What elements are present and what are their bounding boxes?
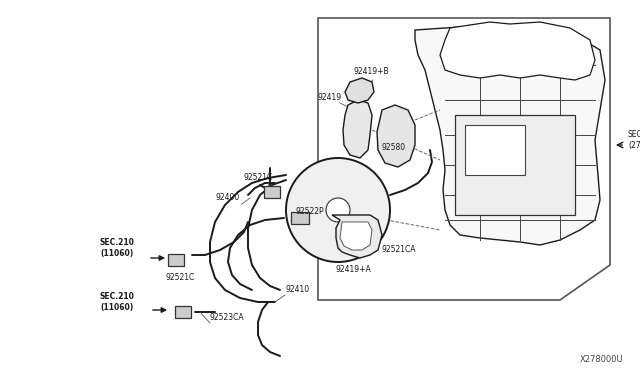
Polygon shape [343,100,372,158]
Polygon shape [440,22,595,80]
Text: 92521C: 92521C [165,273,195,282]
Text: 92521C: 92521C [243,173,272,183]
Circle shape [286,158,390,262]
Text: 92521CA: 92521CA [382,246,417,254]
Polygon shape [332,215,382,258]
Bar [264,186,280,198]
Text: 92419: 92419 [318,93,342,103]
Polygon shape [318,18,610,300]
Polygon shape [377,105,415,167]
Text: SEC.210
(11060): SEC.210 (11060) [100,238,135,258]
Text: 92400: 92400 [216,193,240,202]
Polygon shape [340,222,372,250]
Text: SEC.270
(27210): SEC.270 (27210) [628,130,640,150]
Circle shape [326,198,350,222]
Text: 92419+B: 92419+B [354,67,390,77]
Text: 92419+A: 92419+A [335,266,371,275]
Bar [455,115,575,215]
Text: 92580: 92580 [382,144,406,153]
Polygon shape [345,78,374,103]
Text: 92523CA: 92523CA [210,314,244,323]
Text: SEC.210
(11060): SEC.210 (11060) [100,292,135,312]
Polygon shape [415,25,605,245]
Bar [291,212,309,224]
Bar [168,254,184,266]
Bar [465,125,525,175]
Text: X278000U: X278000U [580,356,623,365]
Text: 92522P: 92522P [295,208,324,217]
Text: 92410: 92410 [285,285,309,295]
Bar [175,306,191,318]
